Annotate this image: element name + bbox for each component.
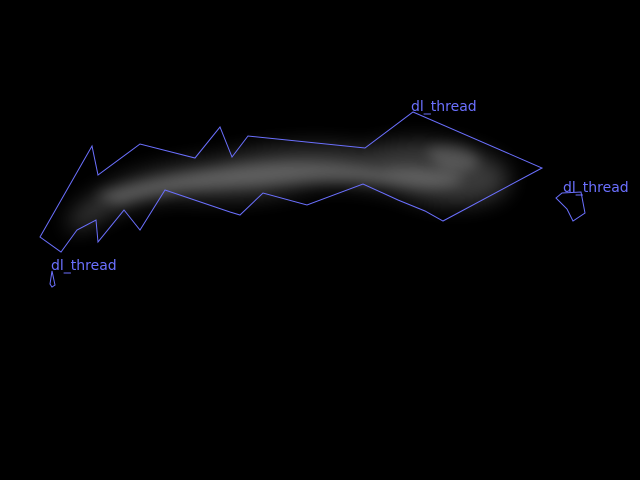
region-outline [39, 111, 544, 253]
region-thread-right: dl_thread [555, 180, 629, 222]
region-outline [555, 191, 586, 222]
region-outline [49, 270, 56, 288]
region-label: dl_thread [411, 99, 477, 115]
region-thread-left: dl_thread [49, 258, 117, 288]
region-label: dl_thread [563, 180, 629, 196]
thread-haze [67, 141, 509, 230]
region-thread-main: dl_thread [39, 99, 544, 253]
region-label: dl_thread [51, 258, 117, 274]
